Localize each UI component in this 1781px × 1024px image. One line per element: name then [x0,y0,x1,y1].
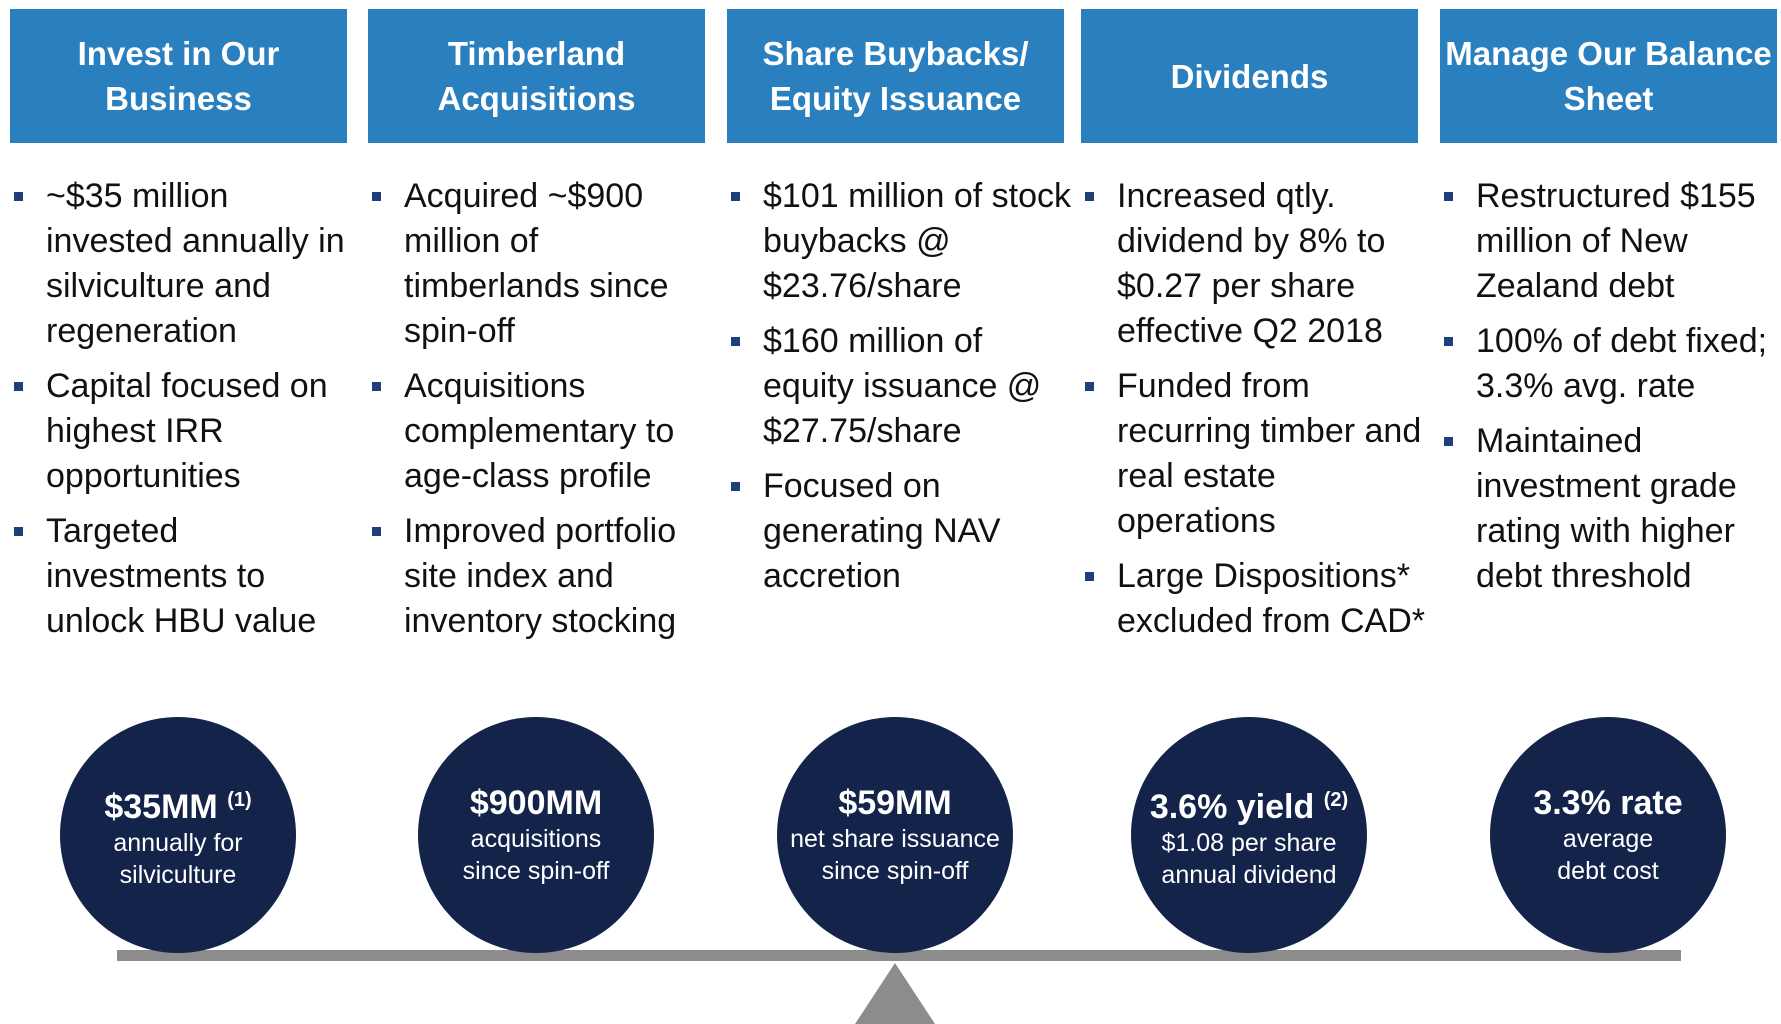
stat-caption: annually for [113,828,243,857]
stat-caption: debt cost [1557,857,1659,885]
bullet-list: $101 million of stock buybacks @ $23.76/… [727,174,1072,609]
stat-headline: 3.3% rate [1533,783,1682,823]
bullet: 100% of debt fixed; 3.3% avg. rate [1440,319,1781,409]
stat-caption: annual dividend [1161,860,1337,889]
balance-beam [117,950,1681,961]
stat-value: 3.3% rate [1533,784,1683,822]
footnote-ref: (2) [1323,788,1349,811]
fulcrum [855,963,935,1024]
bullet: Maintained investment grade rating with … [1440,419,1781,599]
bullet: Acquired ~$900 million of timberlands si… [368,174,713,354]
bullet: Targeted investments to unlock HBU value [10,509,355,644]
bullet: Acquisitions complementary to age-class … [368,364,713,499]
bullet: Increased qtly. dividend by 8% to $0.27 … [1081,174,1426,354]
bullet-list: ~$35 million invested annually in silvic… [10,174,355,654]
stat-circle: $35MM (1) annually for silviculture [60,717,296,953]
stat-headline: $59MM [838,783,951,823]
bullet: Large Dispositions* excluded from CAD* [1081,554,1426,644]
stat-circle: $59MM net share issuance since spin-off [777,717,1013,953]
column-header: Invest in Our Business [10,9,347,143]
stat-circle: 3.6% yield (2) $1.08 per share annual divi… [1131,717,1367,953]
stat-headline: 3.6% yield (2) [1150,780,1348,827]
stat-value: $900MM [469,784,603,822]
bullet: $101 million of stock buybacks @ $23.76/… [727,174,1072,309]
bullet-list: Increased qtly. dividend by 8% to $0.27 … [1081,174,1426,654]
bullet-list: Restructured $155 million of New Zealand… [1440,174,1781,609]
column-header: Timberland Acquisitions [368,9,705,143]
stat-headline: $35MM (1) [104,780,251,827]
bullet: Restructured $155 million of New Zealand… [1440,174,1781,309]
stat-caption: average [1562,825,1654,853]
bullet: Funded from recurring timber and real es… [1081,364,1426,544]
stat-circle: 3.3% rate average debt cost [1490,717,1726,953]
stat-caption: net share issuance [790,825,1000,853]
stat-value: $35MM [104,787,218,826]
stat-caption: silviculture [119,860,237,889]
column-header: Share Buybacks/ Equity Issuance [727,9,1064,143]
column-header: Manage Our Balance Sheet [1440,9,1777,143]
footnote-ref: (1) [227,788,252,811]
bullet: Improved portfolio site index and invent… [368,509,713,644]
bullet: $160 million of equity issuance @ $27.75… [727,319,1072,454]
stat-headline: $900MM [470,783,602,823]
column-header: Dividends [1081,9,1418,143]
bullet-list: Acquired ~$900 million of timberlands si… [368,174,713,654]
stat-circle: $900MM acquisitions since spin-off [418,717,654,953]
stat-caption: since spin-off [821,857,969,885]
bullet: Capital focused on highest IRR opportuni… [10,364,355,499]
bullet: Focused on generating NAV accretion [727,464,1072,599]
bullet: ~$35 million invested annually in silvic… [10,174,355,354]
stat-value: 3.6% yield [1149,787,1315,826]
stat-caption: acquisitions [470,825,602,853]
stat-value: $59MM [838,784,952,822]
stat-caption: $1.08 per share [1161,828,1337,857]
stat-caption: since spin-off [462,857,610,885]
